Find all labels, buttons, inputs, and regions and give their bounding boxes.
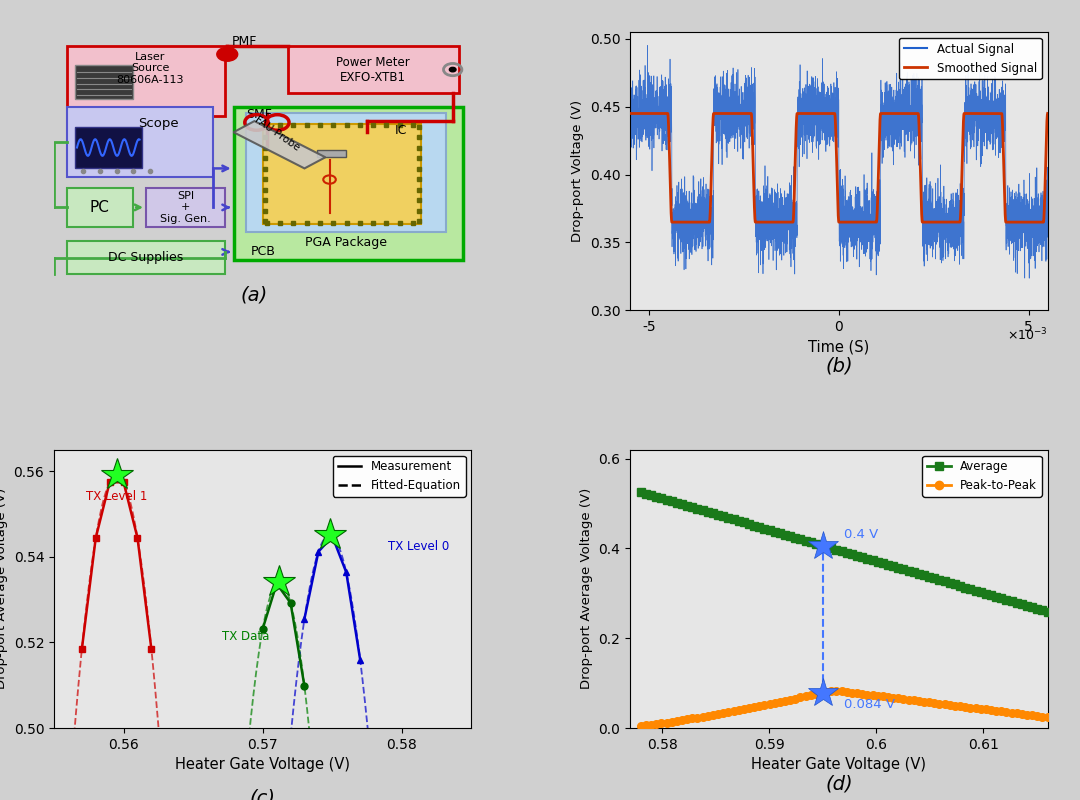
X-axis label: Heater Gate Voltage (V): Heater Gate Voltage (V) (752, 758, 927, 772)
Bar (287, 46, 459, 94)
Bar (67, 188, 133, 227)
Text: DC Supplies: DC Supplies (108, 251, 184, 264)
Text: (a): (a) (241, 286, 268, 305)
Text: SMF: SMF (245, 108, 271, 121)
Polygon shape (233, 121, 325, 169)
Text: PMF: PMF (231, 35, 257, 48)
Text: (d): (d) (825, 774, 853, 793)
Text: TX Level 1: TX Level 1 (86, 490, 147, 503)
Text: 0.084 V: 0.084 V (845, 698, 895, 711)
Bar (146, 188, 225, 227)
Text: IC: IC (394, 124, 407, 138)
Bar (67, 241, 225, 274)
Bar (318, 150, 347, 158)
Text: Power Meter
EXFO-XTB1: Power Meter EXFO-XTB1 (337, 55, 410, 83)
Legend: Measurement, Fitted-Equation: Measurement, Fitted-Equation (333, 455, 465, 497)
Text: $\times 10^{-3}$: $\times 10^{-3}$ (1007, 327, 1048, 344)
Circle shape (449, 67, 456, 72)
Circle shape (217, 47, 238, 62)
Text: SPI
+
Sig. Gen.: SPI + Sig. Gen. (160, 190, 211, 224)
Legend: Average, Peak-to-Peak: Average, Peak-to-Peak (922, 455, 1042, 497)
Text: PCB: PCB (251, 246, 275, 258)
Bar (75, 126, 141, 169)
Bar (262, 124, 421, 224)
Text: TX Level 0: TX Level 0 (388, 540, 449, 554)
Bar (246, 113, 446, 233)
Bar (67, 46, 225, 115)
Text: TX Data: TX Data (222, 630, 270, 643)
Text: (b): (b) (825, 357, 853, 375)
Y-axis label: Drop-port Average Voltage (V): Drop-port Average Voltage (V) (0, 488, 8, 690)
Text: PC: PC (90, 200, 110, 215)
Y-axis label: Drop-port Voltage (V): Drop-port Voltage (V) (571, 100, 584, 242)
Text: PGA Package: PGA Package (306, 236, 388, 249)
X-axis label: Heater Gate Voltage (V): Heater Gate Voltage (V) (175, 758, 350, 772)
Bar (75, 66, 133, 99)
X-axis label: Time (S): Time (S) (808, 340, 869, 354)
Bar (233, 107, 463, 260)
Legend: Actual Signal, Smoothed Signal: Actual Signal, Smoothed Signal (899, 38, 1042, 79)
Y-axis label: Drop-port Average Voltage (V): Drop-port Average Voltage (V) (580, 488, 593, 690)
Text: Laser
Source
80606A-113: Laser Source 80606A-113 (117, 51, 184, 85)
Text: Scope: Scope (138, 118, 178, 130)
Text: 0.4 V: 0.4 V (845, 528, 878, 541)
Bar (67, 107, 213, 177)
Text: FAU Probe: FAU Probe (253, 114, 301, 153)
Text: (c): (c) (249, 788, 275, 800)
